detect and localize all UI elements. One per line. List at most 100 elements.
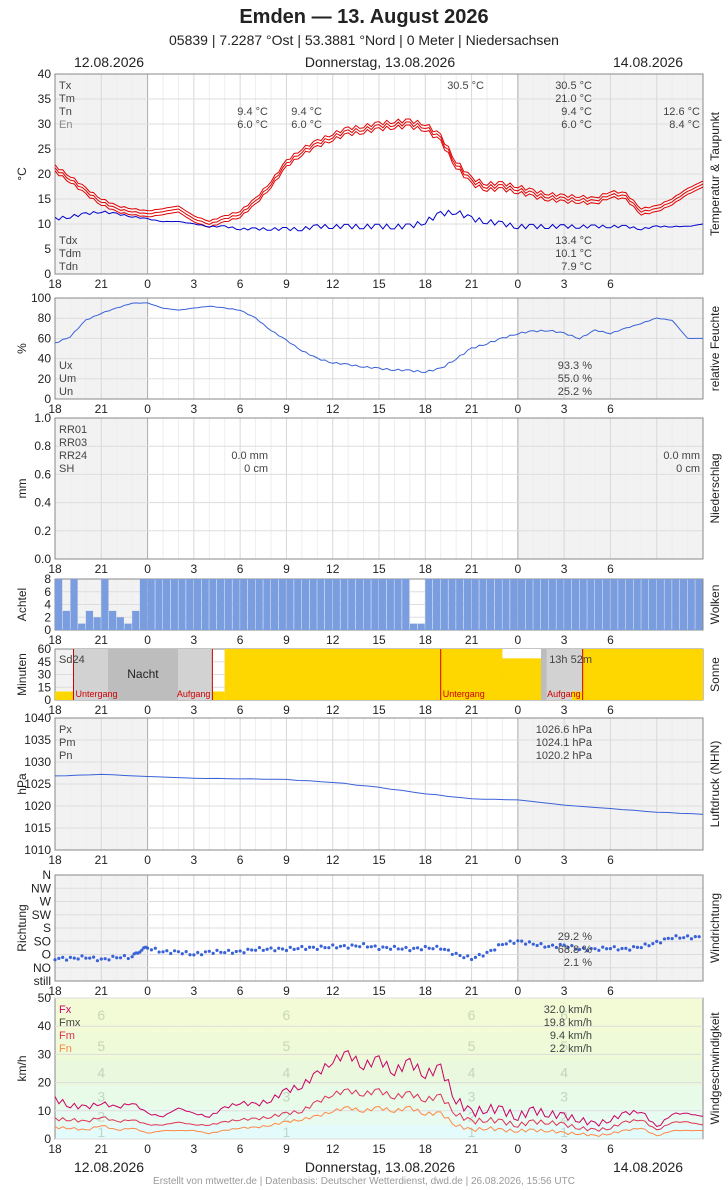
- precip-xtick-label: 9: [283, 562, 290, 576]
- wind_direction-xtick-label: 15: [372, 984, 386, 998]
- cloud-bar: [201, 579, 209, 630]
- beaufort-label: 3: [468, 1089, 476, 1105]
- wind-direction-point: [157, 950, 161, 954]
- wind-direction-point: [392, 944, 397, 948]
- temperature-xtick-label: 6: [237, 277, 244, 291]
- cloud-bar: [255, 579, 263, 630]
- sunshine-xtick-label: 3: [561, 703, 568, 717]
- sunshine-ytick-label: 15: [38, 680, 52, 694]
- wind-direction-point: [292, 947, 296, 951]
- cloud-bar: [62, 610, 70, 630]
- cloud-bar: [371, 579, 379, 630]
- sunshine-xtick-label: 15: [372, 703, 386, 717]
- wind-direction-point: [527, 940, 532, 944]
- wind-direction-point: [489, 948, 493, 953]
- humidity-ytick-label: 60: [38, 331, 52, 345]
- temperature-side-label: Temperatur & Taupunkt: [708, 111, 722, 236]
- wind-direction-point: [466, 954, 470, 958]
- wind-direction-point: [226, 948, 231, 952]
- wind-direction-point: [431, 947, 435, 951]
- wind-direction-point: [655, 939, 659, 944]
- pressure-ytick-label: 1025: [24, 777, 51, 791]
- clouds-xtick-label: 15: [372, 633, 386, 647]
- cloud-bar: [517, 579, 526, 630]
- precip-legend: SH: [59, 463, 74, 475]
- wind-direction-point: [253, 948, 258, 952]
- wind-direction-point: [234, 949, 238, 954]
- pressure-ytick-label: 1015: [24, 821, 51, 835]
- wind-direction-point: [140, 948, 144, 952]
- wind-direction-point: [566, 945, 570, 950]
- pressure-ytick-label: 1040: [24, 711, 51, 725]
- wind-direction-point: [257, 946, 262, 950]
- wind-direction-point: [342, 943, 346, 948]
- cloud-bar: [232, 579, 240, 630]
- wind-speed-legend: Fm: [59, 1030, 75, 1042]
- wind-direction-point: [388, 947, 393, 951]
- cloud-bar: [602, 579, 610, 630]
- wind-direction-point: [385, 945, 389, 950]
- precip-ytick-label: 0.2: [34, 524, 51, 538]
- cloud-bar: [193, 579, 202, 630]
- temperature-xtick-label: 15: [372, 277, 386, 291]
- cloud-bar: [548, 579, 556, 630]
- wind-direction-point: [238, 949, 242, 953]
- cloud-bar: [633, 579, 641, 630]
- wind-direction-point: [631, 945, 636, 949]
- cloud-bar: [101, 579, 109, 630]
- wind-speed-legend: Fx: [59, 1004, 72, 1016]
- wind_direction-xtick-label: 21: [95, 984, 109, 998]
- sunshine-ytick-label: 30: [38, 668, 52, 682]
- beaufort-label: 1: [283, 1124, 291, 1140]
- wind-direction-point: [280, 947, 285, 951]
- wind-direction-point: [601, 945, 605, 949]
- temperature-ytick-label: 10: [38, 217, 52, 231]
- wind-speed-value: 19.8 km/h: [544, 1017, 592, 1029]
- wind-direction-point: [678, 936, 682, 940]
- dewpoint-line: [54, 209, 704, 232]
- precip-value-mid: 0 cm: [244, 463, 268, 475]
- sunshine-xtick-label: 0: [515, 703, 522, 717]
- humidity-legend: Um: [59, 373, 76, 385]
- wind_direction-xtick-label: 3: [561, 984, 568, 998]
- night-label: Nacht: [127, 667, 159, 681]
- dew-legend: Tdm: [59, 248, 81, 260]
- wind-direction-point: [361, 942, 366, 946]
- cloud-bar: [325, 579, 333, 630]
- cloud-bar: [301, 579, 310, 630]
- wind_speed-xtick-label: 3: [561, 1142, 568, 1156]
- wind_direction-ytick-label: still: [34, 974, 51, 988]
- date-left-bottom: 12.08.2026: [74, 1159, 145, 1175]
- wind-direction-point: [658, 941, 663, 945]
- cloud-bar: [124, 623, 132, 630]
- cloud-bar: [139, 579, 148, 630]
- cloud-bar: [247, 579, 256, 630]
- humidity-xtick-label: 3: [561, 402, 568, 416]
- humidity-xtick-label: 21: [465, 402, 479, 416]
- wind_speed-ytick-label: 50: [38, 991, 52, 1005]
- temperature-xtick-label: 0: [144, 277, 151, 291]
- cloud-bar: [70, 579, 78, 630]
- beaufort-label: 2: [468, 1108, 476, 1124]
- clouds-xtick-label: 0: [515, 633, 522, 647]
- sunshine-xtick-label: 21: [465, 703, 479, 717]
- cloud-bar: [456, 579, 464, 630]
- wind-direction-point: [122, 954, 127, 958]
- wind_speed-xtick-label: 0: [144, 1142, 151, 1156]
- sunrise-label: Aufgang: [177, 689, 211, 699]
- wind-direction-point: [207, 949, 211, 953]
- beaufort-label: 3: [560, 1089, 568, 1105]
- wind-direction-point: [496, 943, 501, 947]
- wind-direction-point: [508, 939, 512, 943]
- pressure-ylabel: hPa: [15, 773, 29, 795]
- cloud-bar: [386, 579, 394, 630]
- cloud-bar: [348, 579, 356, 630]
- sunrise-label: Aufgang: [547, 689, 581, 699]
- wind-speed-legend: Fmx: [59, 1017, 81, 1029]
- temp-value-a3: 30.5 °C: [447, 80, 484, 92]
- wind-direction-point: [550, 943, 555, 947]
- temp-max-line: [54, 118, 704, 222]
- wind-direction-point: [153, 946, 157, 950]
- cloud-bar: [610, 579, 618, 630]
- beaufort-label: 4: [283, 1065, 291, 1081]
